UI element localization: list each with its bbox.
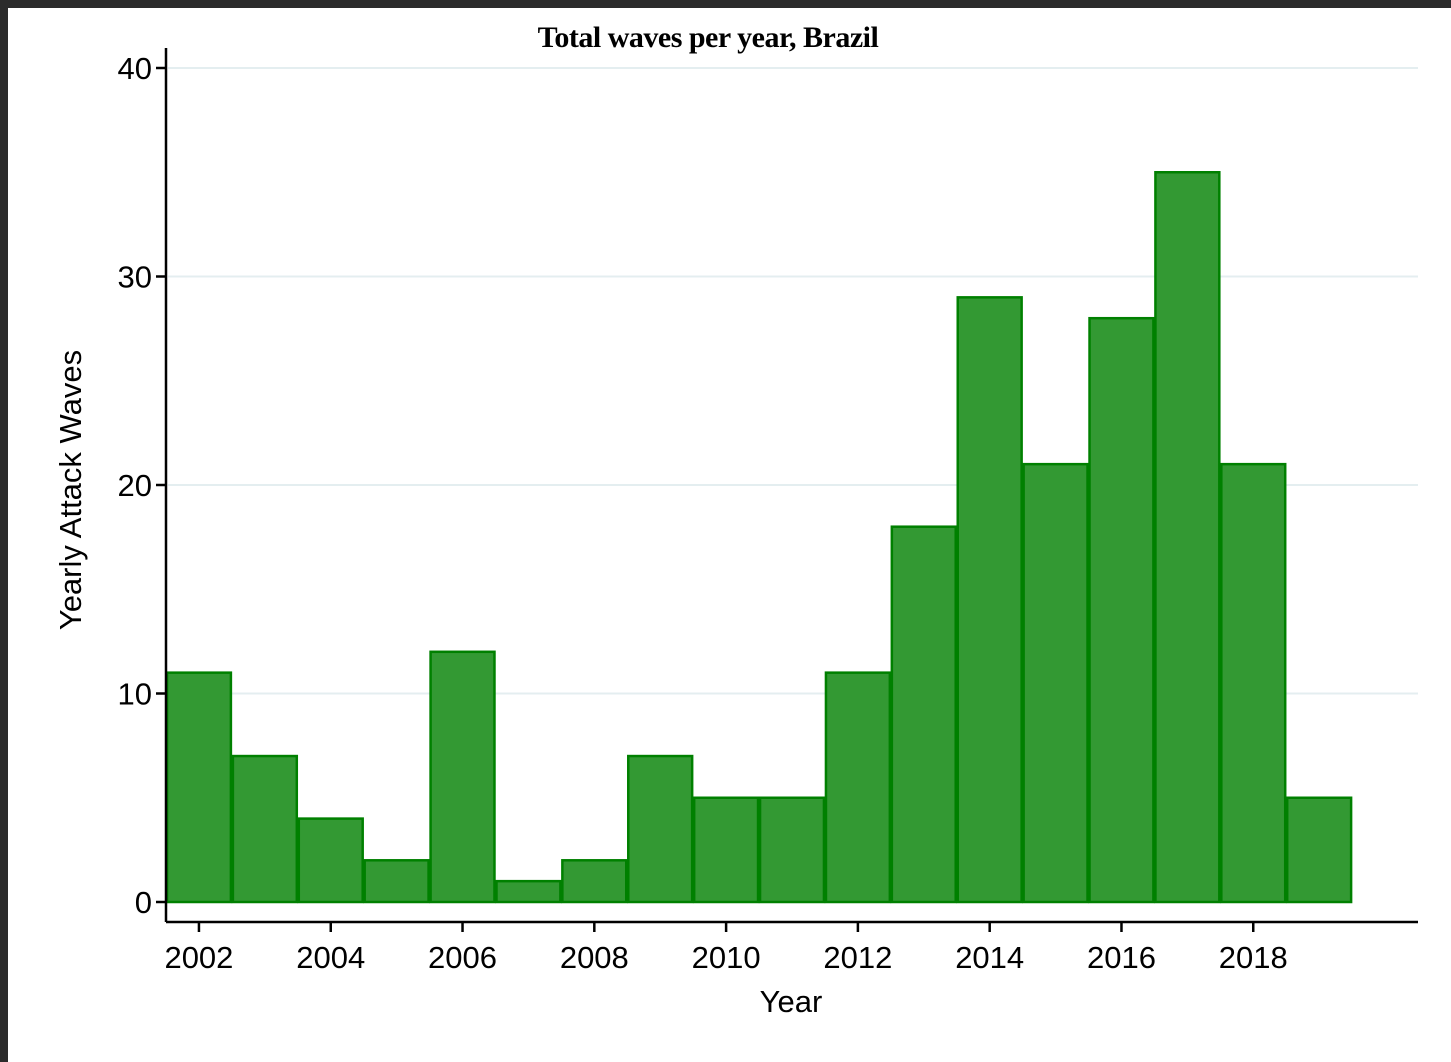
x-tick-label-2010: 2010 [692,940,761,975]
bar-2019 [1287,798,1351,902]
y-tick-label-30: 30 [118,260,152,295]
bar-2012 [826,673,890,902]
bar-2018 [1221,464,1285,902]
x-tick-label-2006: 2006 [428,940,497,975]
y-axis-label: Yearly Attack Waves [53,350,88,630]
x-axis-ticks: 2002 2004 2006 2008 2010 2012 2014 2016 2018 [164,922,1287,975]
x-tick-label-2012: 2012 [823,940,892,975]
bar-2003 [233,756,297,902]
x-tick-label-2018: 2018 [1219,940,1288,975]
bar-2007 [496,881,560,902]
y-tick-label-20: 20 [118,468,152,503]
x-tick-label-2008: 2008 [560,940,629,975]
bar-2016 [1090,318,1154,902]
y-axis-ticks: 0 10 20 30 40 [118,51,166,920]
bar-2015 [1024,464,1088,902]
bar-2010 [694,798,758,902]
bar-2009 [628,756,692,902]
bar-2004 [299,819,363,902]
chart-title: Total waves per year, Brazil [538,21,879,54]
x-axis-label: Year [760,984,823,1019]
bar-2006 [431,652,495,902]
bar-2014 [958,297,1022,902]
bar-2013 [892,527,956,902]
bar-2011 [760,798,824,902]
bar-2017 [1155,172,1219,902]
x-tick-label-2014: 2014 [955,940,1024,975]
y-tick-label-40: 40 [118,51,152,86]
bar-2008 [562,860,626,902]
x-tick-label-2016: 2016 [1087,940,1156,975]
bar-2005 [365,860,429,902]
bar-2002 [167,673,231,902]
chart-frame: 0 10 20 30 40 2002 2004 2006 2008 2010 2012 2014 20… [8,8,1451,1062]
y-tick-label-0: 0 [135,885,152,920]
bars [167,172,1351,902]
x-tick-label-2004: 2004 [296,940,365,975]
x-tick-label-2002: 2002 [164,940,233,975]
y-tick-label-10: 10 [118,677,152,712]
